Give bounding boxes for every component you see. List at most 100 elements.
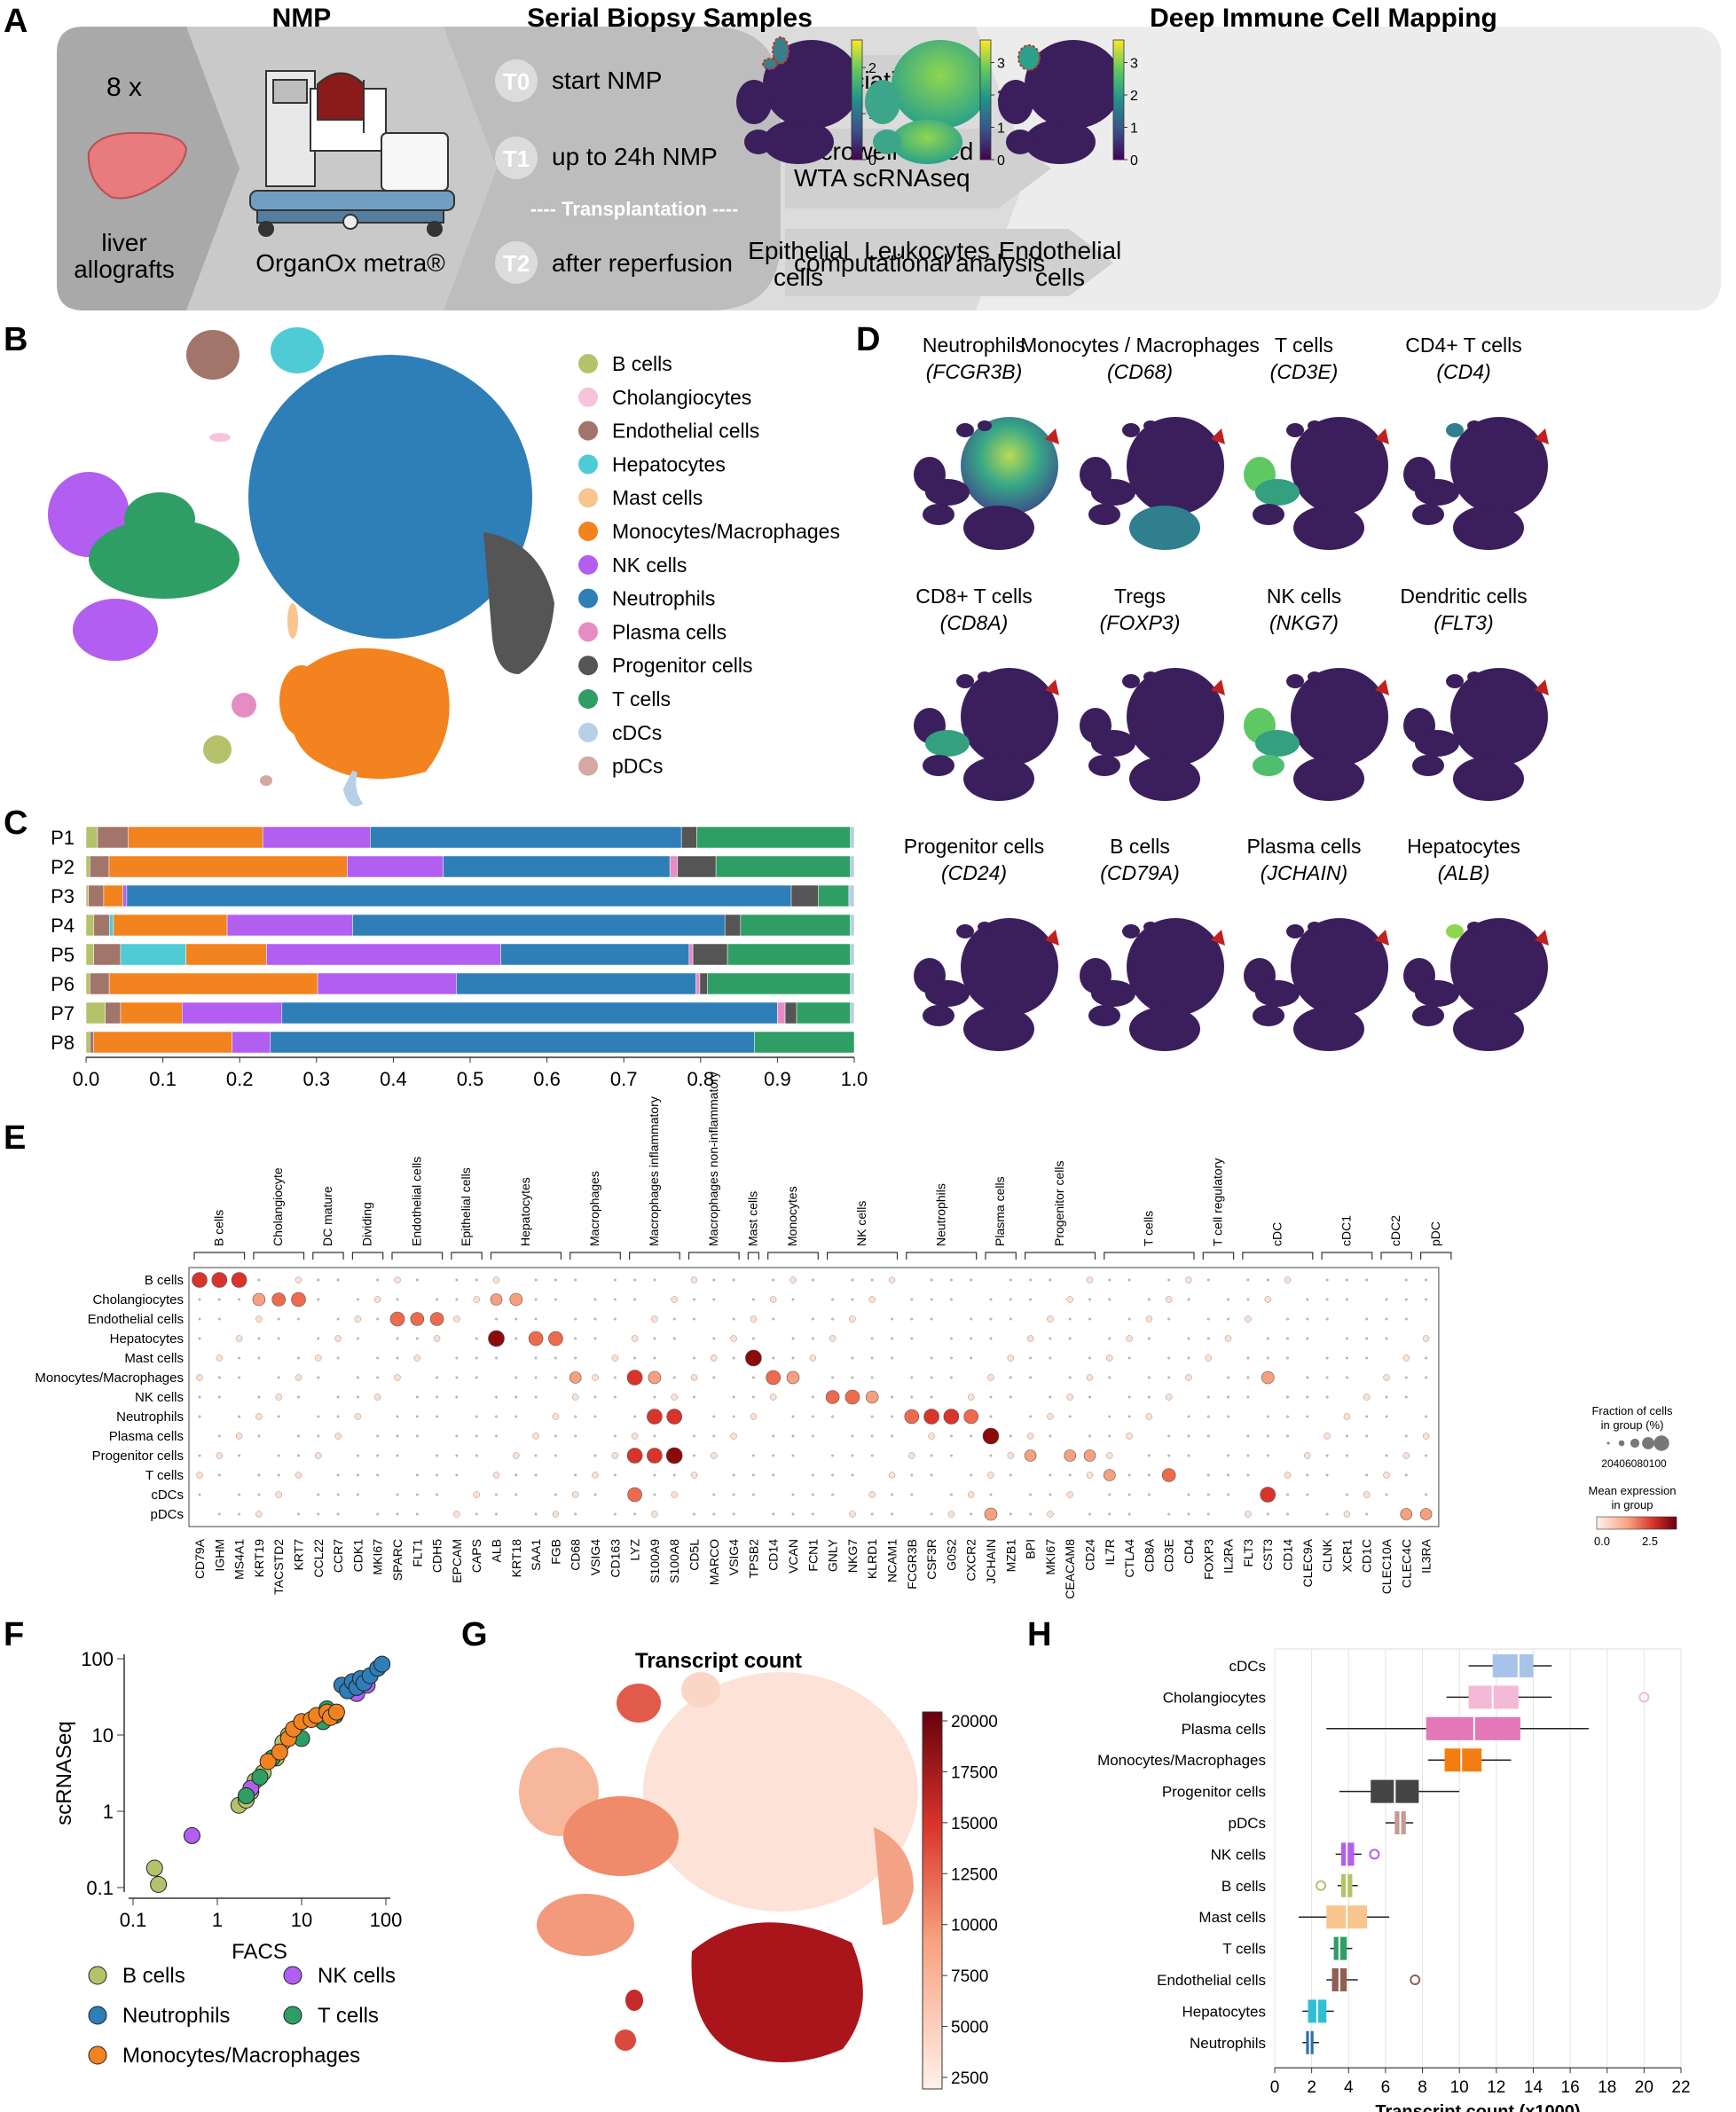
expression-dot xyxy=(257,1434,261,1438)
gene-label: CD68 xyxy=(569,1539,583,1571)
expression-dot xyxy=(1425,1356,1428,1360)
expression-dot xyxy=(1064,1449,1076,1462)
feature-cell-label: T cells xyxy=(1275,334,1333,357)
expression-dot xyxy=(989,1395,993,1399)
x-tick-label: 2 xyxy=(1307,2078,1316,2097)
expression-dot xyxy=(1346,1454,1348,1457)
expression-dot xyxy=(455,1298,459,1301)
gene-label: VCAN xyxy=(786,1539,800,1574)
expression-dot xyxy=(831,1454,834,1457)
expression-dot xyxy=(1108,1376,1112,1379)
legend-label: Neutrophils xyxy=(122,2004,230,2028)
box-body xyxy=(1333,1936,1347,1960)
plot-frame xyxy=(1274,1648,1682,2069)
umap-blob-left2 xyxy=(1415,479,1459,506)
group-bracket xyxy=(570,1252,621,1260)
legend-swatch xyxy=(578,354,598,373)
umap-title: Epithelial xyxy=(748,237,849,264)
red-arrowhead-icon xyxy=(1375,428,1389,444)
legend-marker xyxy=(283,2006,302,2025)
expression-dot xyxy=(1246,1356,1250,1360)
expression-dot xyxy=(1206,1473,1210,1477)
expression-dot xyxy=(809,1354,816,1362)
expression-dot xyxy=(1049,1493,1052,1496)
bar-category-label: P6 xyxy=(51,973,75,995)
legend-item-cdcs: cDCs xyxy=(578,721,662,744)
expression-dot xyxy=(574,1473,577,1477)
expression-dot xyxy=(1419,1508,1433,1520)
expression-dot xyxy=(238,1356,240,1360)
expression-dot xyxy=(569,1371,582,1384)
box-cdcs: cDCs xyxy=(1229,1654,1552,1677)
box-category-label: Endothelial cells xyxy=(1157,1972,1266,1989)
red-arrowhead-icon xyxy=(1535,679,1549,695)
box-body xyxy=(1426,1716,1520,1740)
expression-dot xyxy=(653,1434,656,1438)
expression-dot xyxy=(1306,1415,1309,1418)
expression-dot xyxy=(870,1376,874,1379)
legend-swatch xyxy=(578,554,598,575)
y-axis-label: scRNASeq xyxy=(52,1721,76,1825)
box-outlier xyxy=(1638,1692,1650,1703)
gene-label: CCR7 xyxy=(331,1539,345,1573)
feature-umap-cd68: Monocytes / Macrophages (CD68) xyxy=(1020,334,1260,550)
feature-gene-label: (CD24) xyxy=(941,861,1007,884)
expression-dot xyxy=(238,1512,240,1516)
group-label: Macrophages xyxy=(587,1171,601,1246)
expression-dot xyxy=(672,1376,676,1379)
expression-dot xyxy=(1325,1473,1329,1477)
expression-dot xyxy=(690,1374,698,1381)
expression-dot xyxy=(950,1337,953,1340)
group-label: pDC xyxy=(1428,1221,1442,1246)
bar-segment-t-cells xyxy=(818,884,850,907)
gene-label: MZB1 xyxy=(1003,1539,1017,1573)
bar-segment-neutrophils xyxy=(352,914,726,937)
gene-group-t-cell-regulatory: T cell regulatory xyxy=(1202,1158,1235,1260)
bar-segment-b-cells xyxy=(85,943,94,966)
legend-label: Monocytes/Macrophages xyxy=(122,2044,360,2068)
group-label: T cell regulatory xyxy=(1210,1158,1224,1246)
expression-dot xyxy=(1047,1413,1054,1420)
bar-segment-neutrophils xyxy=(126,884,792,907)
bar-segment-endothelial-cells xyxy=(90,855,110,878)
transcript-umap-nk-bottom xyxy=(537,1894,634,1956)
expression-dot xyxy=(1266,1356,1269,1360)
expression-dot xyxy=(415,1473,419,1477)
umap-cluster-endothelial xyxy=(186,330,240,380)
expression-dot xyxy=(534,1512,538,1516)
expression-dot xyxy=(1346,1493,1348,1496)
timepoint-t2: T2 after reperfusion xyxy=(495,241,733,284)
expression-dot xyxy=(772,1317,775,1321)
expression-dot xyxy=(1425,1298,1428,1301)
expression-dot xyxy=(1108,1298,1112,1301)
expression-dot xyxy=(1106,1354,1113,1362)
color-legend-title: Mean expression xyxy=(1589,1484,1677,1497)
umap-celltypes xyxy=(48,327,554,806)
expression-dot xyxy=(534,1278,538,1282)
bar-segment-plasma-cells xyxy=(777,1001,786,1025)
group-bracket xyxy=(1321,1252,1373,1260)
highlight-circle xyxy=(762,58,778,70)
expression-dot xyxy=(277,1376,280,1379)
expression-dot xyxy=(257,1493,261,1496)
colorbar-tick-label: 2 xyxy=(868,61,876,76)
expression-dot xyxy=(910,1376,914,1379)
feature-cell-label: Neutrophils xyxy=(923,334,1025,357)
expression-dot xyxy=(528,1331,544,1346)
expression-dot xyxy=(317,1376,320,1379)
umap-blob-main xyxy=(1127,918,1224,1016)
expression-dot xyxy=(455,1473,459,1477)
group-bracket xyxy=(687,1252,740,1260)
umap-blob-main xyxy=(1450,417,1548,514)
colorbar-tick-label: 1 xyxy=(1130,122,1138,137)
gene-group-mast-cells: Mast cells xyxy=(745,1191,759,1260)
timepoint-t0-tag: T0 xyxy=(503,68,530,95)
feature-gene-label: (FLT3) xyxy=(1434,611,1493,634)
expression-dot xyxy=(1365,1434,1369,1438)
legend-label: cDCs xyxy=(612,721,662,744)
expression-dot xyxy=(217,1298,221,1301)
expression-dot xyxy=(396,1415,399,1418)
gene-label: VSIG4 xyxy=(727,1539,741,1575)
box-category-label: B cells xyxy=(1221,1878,1266,1895)
box-category-label: Cholangiocytes xyxy=(1163,1689,1266,1706)
